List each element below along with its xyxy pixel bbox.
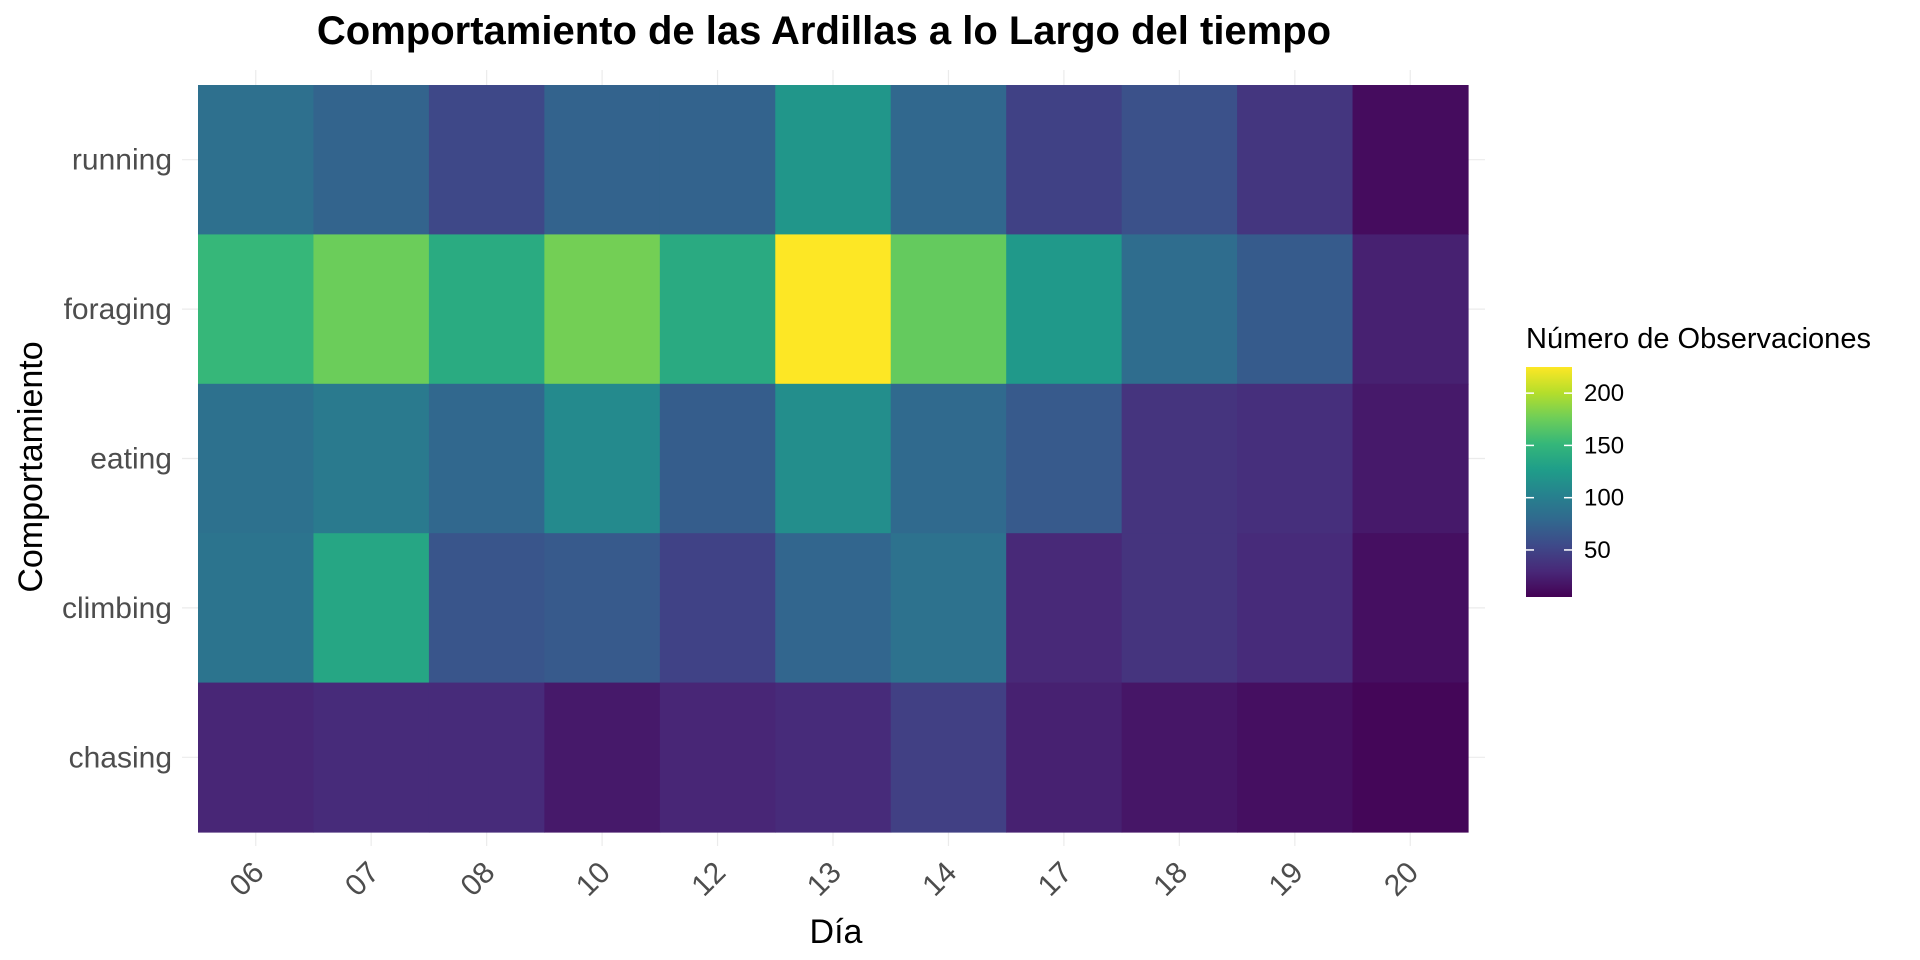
colorbar-tick-label: 100	[1584, 485, 1624, 512]
colorbar-ticks: 50 100 150 200	[1526, 380, 1624, 564]
heatmap-cell-foraging-14	[890, 234, 1007, 385]
heatmap-cell-running-08	[428, 85, 545, 235]
heatmap-cell-climbing-12	[659, 533, 776, 684]
heatmap-cell-running-10	[544, 85, 661, 235]
heatmap-cell-chasing-20	[1352, 682, 1469, 833]
heatmap-cell-foraging-19	[1237, 234, 1354, 385]
heatmap-cell-eating-07	[313, 383, 430, 534]
x-tick-label: 19	[1263, 856, 1310, 903]
heatmap-cell-chasing-07	[313, 682, 430, 833]
heatmap-cell-climbing-19	[1237, 533, 1354, 684]
x-tick-label: 18	[1147, 856, 1194, 903]
heatmap-cell-chasing-19	[1237, 682, 1354, 833]
x-tick-label: 07	[339, 856, 386, 903]
y-tick-label: eating	[90, 443, 172, 476]
heatmap-cell-climbing-18	[1121, 533, 1238, 684]
heatmap-cell-climbing-20	[1352, 533, 1469, 684]
heatmap-cell-foraging-20	[1352, 234, 1469, 385]
heatmap-cell-eating-06	[198, 383, 315, 534]
heatmap-cell-eating-20	[1352, 383, 1469, 534]
colorbar	[1526, 367, 1572, 597]
colorbar-title: Número de Observaciones	[1526, 323, 1871, 355]
heatmap-cell-eating-13	[775, 383, 892, 534]
y-tick-label: climbing	[62, 592, 172, 625]
y-tick-labels: running foraging eating climbing chasing	[62, 144, 172, 775]
chart-title: Comportamiento de las Ardillas a lo Larg…	[317, 9, 1331, 53]
heatmap-cell-climbing-14	[890, 533, 1007, 684]
heatmap-cell-foraging-06	[198, 234, 315, 385]
x-tick-label: 12	[685, 856, 732, 903]
y-tick-label: foraging	[64, 293, 172, 326]
heatmap-cell-running-07	[313, 85, 430, 235]
heatmap-cell-chasing-18	[1121, 682, 1238, 833]
x-axis-title: Día	[810, 913, 863, 951]
heatmap-cell-climbing-07	[313, 533, 430, 684]
heatmap-cell-running-19	[1237, 85, 1354, 235]
heatmap-cell-eating-18	[1121, 383, 1238, 534]
x-tick-label: 20	[1378, 856, 1425, 903]
x-tick-label: 13	[801, 856, 848, 903]
heatmap-cell-chasing-17	[1006, 682, 1123, 833]
x-tick-label: 06	[224, 856, 271, 903]
heatmap-cell-chasing-10	[544, 682, 661, 833]
heatmap-cell-chasing-14	[890, 682, 1007, 833]
heatmap-cell-climbing-13	[775, 533, 892, 684]
colorbar-tick-label: 200	[1584, 380, 1624, 407]
x-tick-label: 17	[1032, 856, 1079, 903]
heatmap-cells	[198, 85, 1469, 833]
heatmap-cell-foraging-08	[428, 234, 545, 385]
heatmap-cell-running-13	[775, 85, 892, 235]
heatmap-cell-eating-19	[1237, 383, 1354, 534]
heatmap-cell-eating-10	[544, 383, 661, 534]
heatmap-cell-running-18	[1121, 85, 1238, 235]
y-axis-title: Comportamiento	[12, 341, 50, 592]
heatmap-cell-climbing-08	[428, 533, 545, 684]
x-tick-label: 10	[570, 856, 617, 903]
x-tick-labels: 06 07 08 10 12 13 14 17 18 19 20	[224, 856, 1425, 903]
y-tick-label: chasing	[69, 741, 172, 774]
colorbar-tick-label: 50	[1584, 537, 1611, 564]
colorbar-legend: Número de Observaciones 50 100 150 200	[1526, 323, 1871, 597]
heatmap-cell-chasing-13	[775, 682, 892, 833]
heatmap-cell-foraging-12	[659, 234, 776, 385]
heatmap-cell-eating-17	[1006, 383, 1123, 534]
heatmap-cell-running-06	[198, 85, 315, 235]
heatmap-cell-foraging-07	[313, 234, 430, 385]
heatmap-cell-running-20	[1352, 85, 1469, 235]
heatmap-cell-eating-12	[659, 383, 776, 534]
x-tick-label: 08	[454, 856, 501, 903]
x-tick-label: 14	[916, 856, 963, 903]
colorbar-tick-label: 150	[1584, 432, 1624, 459]
heatmap-cell-chasing-12	[659, 682, 776, 833]
heatmap-cell-foraging-18	[1121, 234, 1238, 385]
heatmap-cell-climbing-10	[544, 533, 661, 684]
heatmap-cell-eating-08	[428, 383, 545, 534]
heatmap-cell-chasing-08	[428, 682, 545, 833]
heatmap-cell-climbing-06	[198, 533, 315, 684]
heatmap-cell-climbing-17	[1006, 533, 1123, 684]
y-tick-label: running	[72, 144, 172, 177]
heatmap-cell-foraging-10	[544, 234, 661, 385]
heatmap-cell-running-14	[890, 85, 1007, 235]
heatmap-cell-foraging-13	[775, 234, 892, 385]
heatmap-cell-eating-14	[890, 383, 1007, 534]
heatmap-cell-running-17	[1006, 85, 1123, 235]
heatmap-cell-running-12	[659, 85, 776, 235]
heatmap-cell-chasing-06	[198, 682, 315, 833]
heatmap-cell-foraging-17	[1006, 234, 1123, 385]
